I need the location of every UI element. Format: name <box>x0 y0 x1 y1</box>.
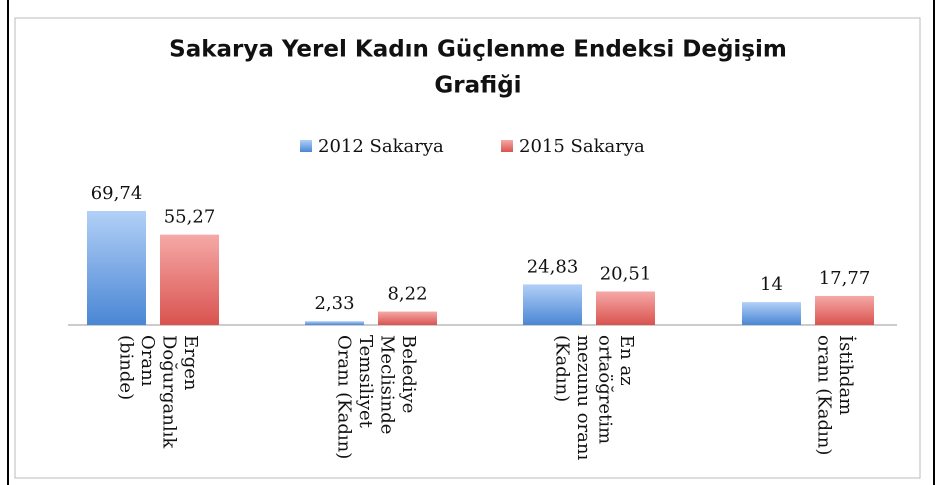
value-label: 20,51 <box>600 263 652 284</box>
x-tick-label: mezunu oranı <box>573 335 594 460</box>
value-label: 2,33 <box>314 293 354 314</box>
bar <box>378 311 437 325</box>
x-tick-label: Oranı <box>137 335 158 387</box>
bar <box>815 295 874 325</box>
legend-swatch <box>501 140 513 152</box>
legend-swatch <box>300 140 312 152</box>
x-tick-label: Temsiliyet <box>355 335 376 429</box>
value-label: 14 <box>760 274 783 295</box>
x-tick-label: Oranı (Kadın) <box>334 335 355 459</box>
x-tick-label: En az <box>616 335 637 386</box>
x-tick-label: (binde) <box>116 335 137 400</box>
value-label: 69,74 <box>91 183 143 204</box>
x-tick-label: Meclisinde <box>377 335 398 434</box>
bar <box>523 284 582 325</box>
legend-label: 2012 Sakarya <box>318 136 444 157</box>
chart-title: Grafiği <box>434 73 521 99</box>
chart-title: Sakarya Yerel Kadın Güçlenme Endeksi Değ… <box>169 37 787 63</box>
x-tick-label: (Kadın) <box>552 335 573 402</box>
bar <box>305 321 364 325</box>
bar <box>742 302 801 325</box>
legend-label: 2015 Sakarya <box>519 136 645 157</box>
value-label: 55,27 <box>164 207 216 228</box>
x-tick-label: ortaöğretim <box>595 335 616 444</box>
x-tick-label: İstihdam <box>835 335 858 415</box>
bar <box>596 291 655 325</box>
value-label: 24,83 <box>527 256 579 277</box>
x-tick-label: Belediye <box>398 335 419 413</box>
frame <box>7 0 935 485</box>
value-label: 8,22 <box>387 284 427 305</box>
value-label: 17,77 <box>819 268 871 289</box>
x-tick-label: Ergen <box>180 335 201 391</box>
bar <box>160 234 219 325</box>
bar <box>87 211 146 325</box>
x-tick-label: oranı (Kadın) <box>814 335 835 455</box>
x-tick-label: Doğurganlık <box>159 335 180 449</box>
